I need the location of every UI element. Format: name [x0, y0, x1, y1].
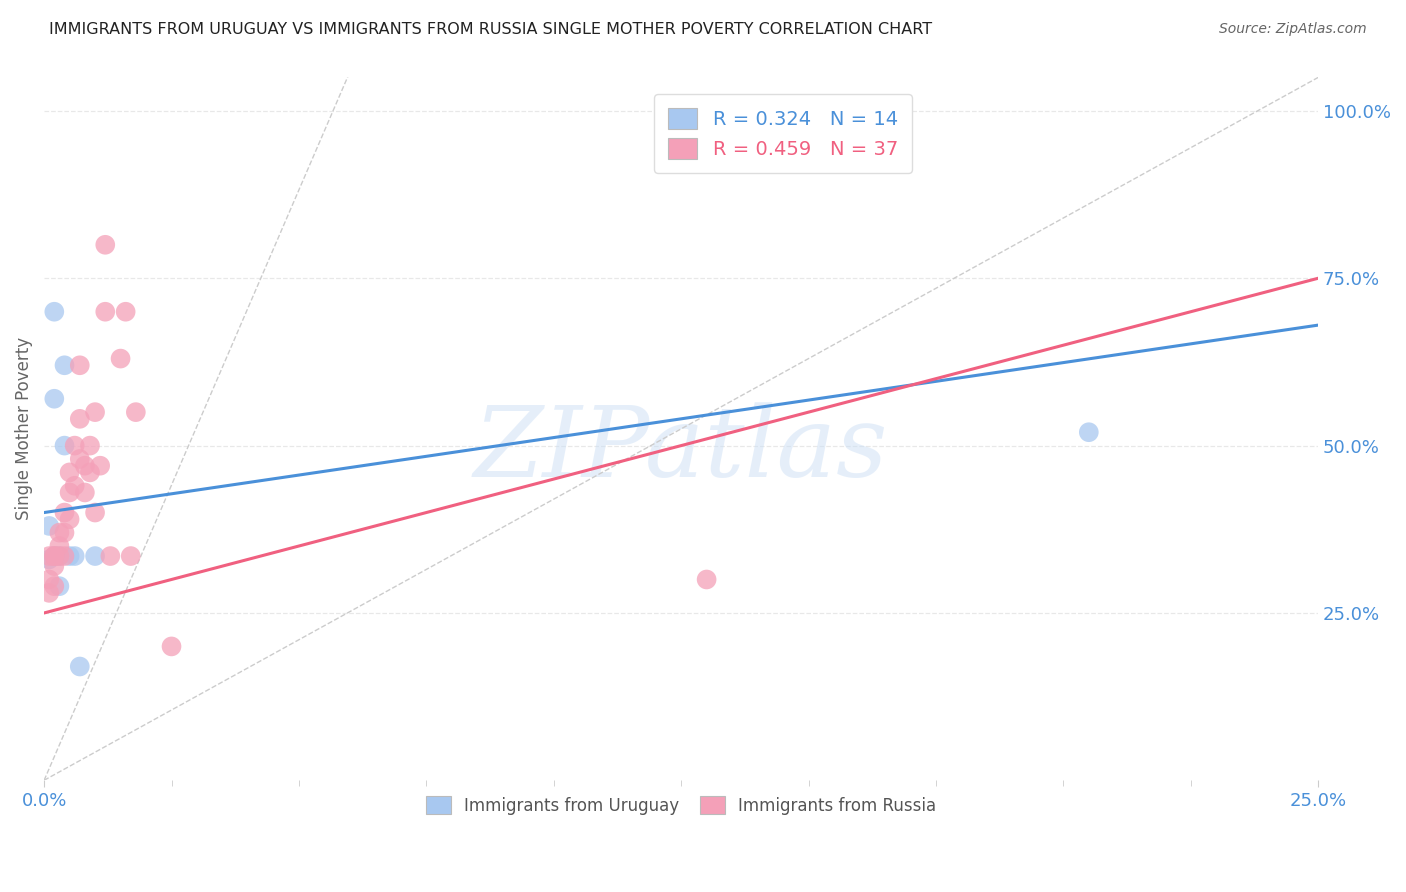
- Point: [38, 552, 60, 566]
- Point: [69, 659, 91, 673]
- Point: [44, 579, 66, 593]
- Point: [53, 506, 76, 520]
- Point: [58, 466, 80, 480]
- Point: [48, 539, 70, 553]
- Point: [160, 640, 183, 654]
- Point: [58, 549, 80, 563]
- Point: [63, 479, 86, 493]
- Point: [73, 458, 96, 473]
- Point: [94, 304, 117, 318]
- Point: [696, 573, 718, 587]
- Point: [89, 458, 111, 473]
- Point: [48, 549, 70, 563]
- Point: [120, 549, 142, 563]
- Point: [48, 549, 70, 563]
- Point: [79, 466, 101, 480]
- Point: [53, 549, 76, 563]
- Point: [38, 519, 60, 533]
- Point: [53, 525, 76, 540]
- Point: [73, 485, 96, 500]
- Point: [48, 525, 70, 540]
- Y-axis label: Single Mother Poverty: Single Mother Poverty: [15, 337, 32, 520]
- Point: [63, 549, 86, 563]
- Point: [44, 549, 66, 563]
- Text: IMMIGRANTS FROM URUGUAY VS IMMIGRANTS FROM RUSSIA SINGLE MOTHER POVERTY CORRELAT: IMMIGRANTS FROM URUGUAY VS IMMIGRANTS FR…: [49, 22, 932, 37]
- Point: [98, 549, 121, 563]
- Text: Source: ZipAtlas.com: Source: ZipAtlas.com: [1219, 22, 1367, 37]
- Point: [58, 485, 80, 500]
- Point: [38, 549, 60, 563]
- Point: [69, 359, 91, 373]
- Point: [53, 359, 76, 373]
- Point: [53, 439, 76, 453]
- Point: [44, 304, 66, 318]
- Point: [125, 405, 148, 419]
- Point: [84, 405, 107, 419]
- Point: [84, 549, 107, 563]
- Point: [38, 573, 60, 587]
- Point: [48, 579, 70, 593]
- Point: [84, 506, 107, 520]
- Point: [63, 439, 86, 453]
- Point: [44, 392, 66, 406]
- Point: [44, 549, 66, 563]
- Point: [1077, 425, 1099, 440]
- Point: [38, 586, 60, 600]
- Legend: Immigrants from Uruguay, Immigrants from Russia: Immigrants from Uruguay, Immigrants from…: [416, 786, 946, 825]
- Point: [69, 452, 91, 467]
- Point: [69, 412, 91, 426]
- Point: [94, 237, 117, 252]
- Point: [58, 512, 80, 526]
- Point: [44, 559, 66, 574]
- Point: [44, 549, 66, 563]
- Text: ZIPatlas: ZIPatlas: [474, 402, 889, 498]
- Point: [79, 439, 101, 453]
- Point: [114, 304, 136, 318]
- Point: [110, 351, 132, 366]
